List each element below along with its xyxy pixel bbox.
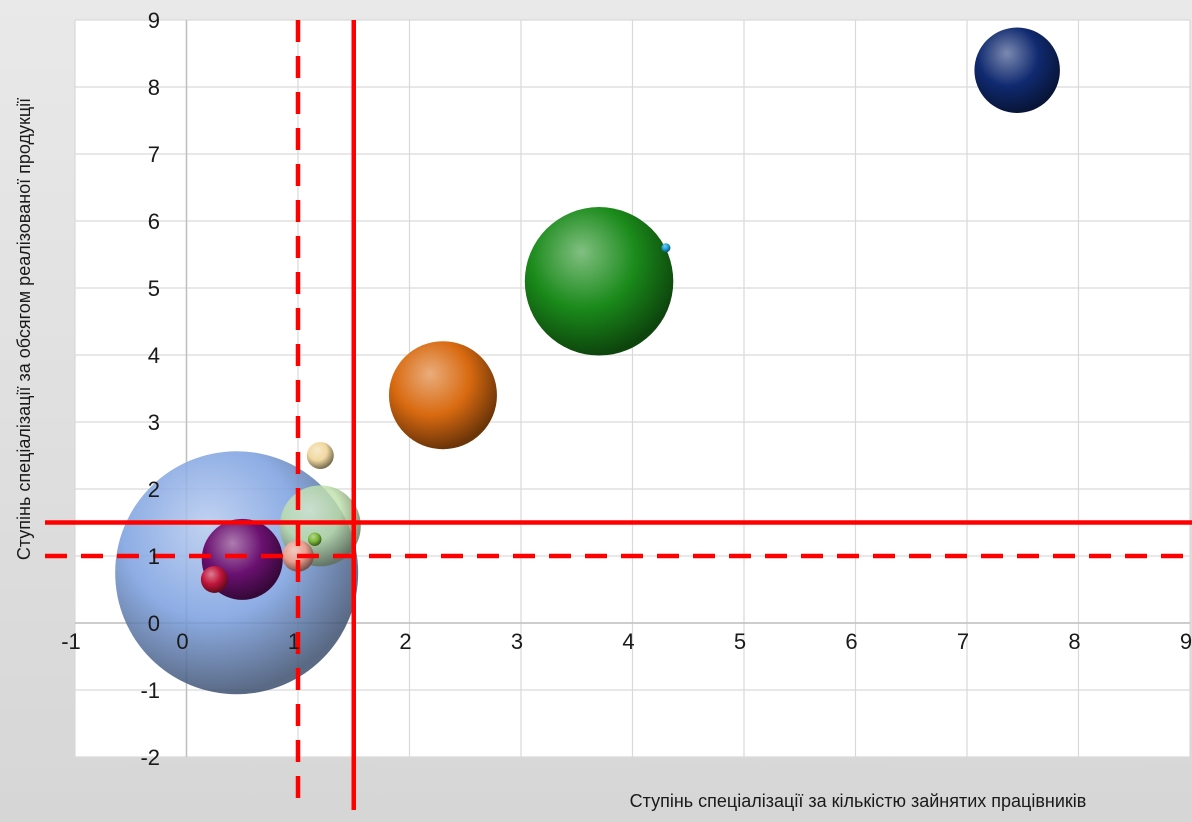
y-tick-label: 8	[148, 75, 160, 100]
x-tick-label: 7	[957, 629, 969, 654]
y-tick-label: 6	[148, 209, 160, 234]
y-tick-label: 3	[148, 410, 160, 435]
y-tick-label: 2	[148, 477, 160, 502]
x-tick-label: 1	[288, 629, 300, 654]
y-tick-label: -1	[140, 678, 160, 703]
y-tick-label: 9	[148, 8, 160, 33]
x-tick-label: 9	[1180, 629, 1192, 654]
y-tick-label: 1	[148, 544, 160, 569]
x-tick-label: 8	[1068, 629, 1080, 654]
bubble-point	[307, 532, 322, 546]
y-tick-label: 5	[148, 276, 160, 301]
x-axis-title: Ступінь спеціалізації за кількістю зайня…	[630, 791, 1087, 811]
x-tick-label: 3	[511, 629, 523, 654]
bubble-point	[661, 243, 671, 253]
reference-lines	[45, 20, 1192, 810]
x-tick-label: 5	[734, 629, 746, 654]
tick-labels: -1 0 1 2 3 4 5 6 7 8 9 -2 -1 0 1 2 3 4 5 6 7 8 9	[61, 8, 1192, 770]
x-tick-label: 6	[845, 629, 857, 654]
x-tick-label: 2	[399, 629, 411, 654]
bubble-point	[200, 565, 228, 593]
y-tick-label: 7	[148, 142, 160, 167]
x-tick-label: -1	[61, 629, 81, 654]
y-axis-title: Ступінь спеціалізації за обсягом реалізо…	[14, 98, 34, 560]
bubble-point	[524, 207, 674, 356]
y-tick-label: -2	[140, 745, 160, 770]
bubble-point	[306, 442, 334, 469]
x-tick-label: 0	[176, 629, 188, 654]
bubble-point	[974, 27, 1060, 113]
y-tick-label: 0	[148, 611, 160, 636]
y-tick-label: 4	[148, 343, 160, 368]
x-tick-label: 4	[622, 629, 634, 654]
bubble-point	[388, 341, 497, 450]
